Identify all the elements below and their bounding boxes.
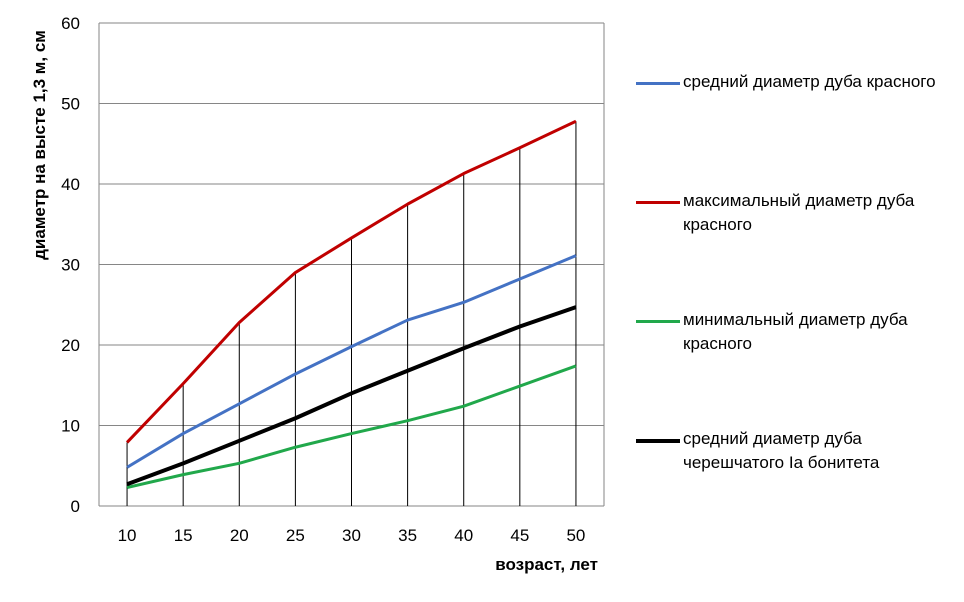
drop-lines <box>126 121 577 506</box>
x-tick-label: 20 <box>230 526 249 545</box>
legend: средний диаметр дуба красного максимальн… <box>636 70 956 546</box>
series-line <box>126 254 577 469</box>
x-tick-label: 40 <box>454 526 473 545</box>
y-tick-labels: 0 10 20 30 40 50 60 <box>61 14 80 516</box>
series-line <box>126 305 577 487</box>
y-tick-label: 30 <box>61 256 80 275</box>
legend-swatch <box>636 439 680 443</box>
x-tick-label: 35 <box>398 526 417 545</box>
x-tick-label: 10 <box>118 526 137 545</box>
legend-item: средний диаметр дуба красного <box>636 70 956 189</box>
series-line <box>125 119 577 444</box>
series-line <box>126 364 577 489</box>
x-tick-label: 45 <box>510 526 529 545</box>
x-tick-label: 30 <box>342 526 361 545</box>
x-tick-label: 50 <box>566 526 585 545</box>
y-tick-label: 10 <box>61 417 80 436</box>
x-tick-label: 15 <box>174 526 193 545</box>
y-tick-label: 50 <box>61 95 80 114</box>
y-tick-label: 20 <box>61 336 80 355</box>
series-lines <box>125 119 577 489</box>
legend-item: минимальный диаметр дуба красного <box>636 308 956 427</box>
legend-label: средний диаметр дуба черешчатого Iа бони… <box>683 429 880 472</box>
y-axis-title: диаметр на высте 1,3 м, см <box>30 30 49 260</box>
legend-label: средний диаметр дуба красного <box>683 72 936 91</box>
y-tick-label: 0 <box>71 497 80 516</box>
legend-swatch <box>636 82 680 85</box>
x-tick-labels: 10 15 20 25 30 35 40 45 50 <box>118 526 586 545</box>
legend-item: средний диаметр дуба черешчатого Iа бони… <box>636 427 956 546</box>
y-tick-label: 60 <box>61 14 80 33</box>
y-tick-label: 40 <box>61 175 80 194</box>
legend-swatch <box>636 320 680 323</box>
x-axis-title: возраст, лет <box>495 555 598 574</box>
x-tick-label: 25 <box>286 526 305 545</box>
legend-label: максимальный диаметр дуба красного <box>683 191 915 234</box>
legend-item: максимальный диаметр дуба красного <box>636 189 956 308</box>
legend-swatch <box>636 201 680 204</box>
legend-label: минимальный диаметр дуба красного <box>683 310 908 353</box>
